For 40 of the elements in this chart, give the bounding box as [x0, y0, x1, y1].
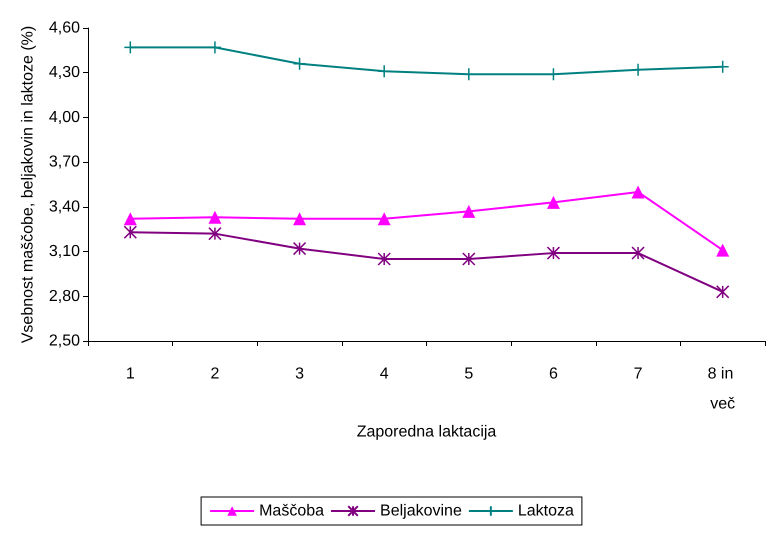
point — [716, 244, 730, 257]
x-tick-label: 7 — [634, 366, 643, 382]
point — [124, 40, 138, 54]
point — [716, 285, 730, 299]
y-tick-label: 3,40 — [48, 198, 80, 216]
y-tick-label: 3,10 — [48, 243, 80, 260]
x-tick-label: 4 — [380, 366, 389, 382]
y-tick-label: 4,30 — [48, 64, 80, 82]
point — [462, 204, 476, 218]
x-axis-title: Zaporedna laktacija — [356, 423, 496, 440]
point — [293, 212, 306, 226]
point — [631, 246, 645, 260]
x-tick-label: 3 — [295, 366, 304, 382]
legend-label: Laktoza — [518, 502, 574, 520]
y-tick-label: 3,70 — [48, 154, 80, 171]
point — [208, 226, 222, 240]
y-tick-label: 2,80 — [48, 288, 80, 305]
x-tick-label: 8 in več — [708, 366, 738, 412]
point — [632, 185, 645, 198]
point — [124, 212, 137, 226]
point — [546, 196, 560, 209]
point — [546, 246, 560, 260]
point — [208, 210, 222, 224]
point — [292, 242, 306, 256]
point — [124, 225, 138, 239]
point — [208, 40, 222, 54]
x-tick-label: 1 — [126, 366, 135, 382]
y-tick-label: 4,60 — [48, 20, 80, 36]
legend-label: Beljakovine — [380, 502, 462, 520]
point — [292, 57, 306, 71]
point — [377, 252, 391, 266]
y-axis-title: Vsebnost maščobe, beljakovin in laktoze (%) — [19, 26, 36, 344]
point — [462, 252, 476, 266]
legend-label: Maščoba — [259, 502, 324, 520]
x-tick-label: 5 — [464, 366, 474, 382]
x-tick-label: 2 — [210, 366, 220, 382]
y-tick-label: 4,00 — [48, 108, 80, 126]
y-tick-label: 2,50 — [48, 332, 80, 350]
point — [378, 212, 391, 226]
x-tick-label: 6 — [548, 366, 558, 382]
